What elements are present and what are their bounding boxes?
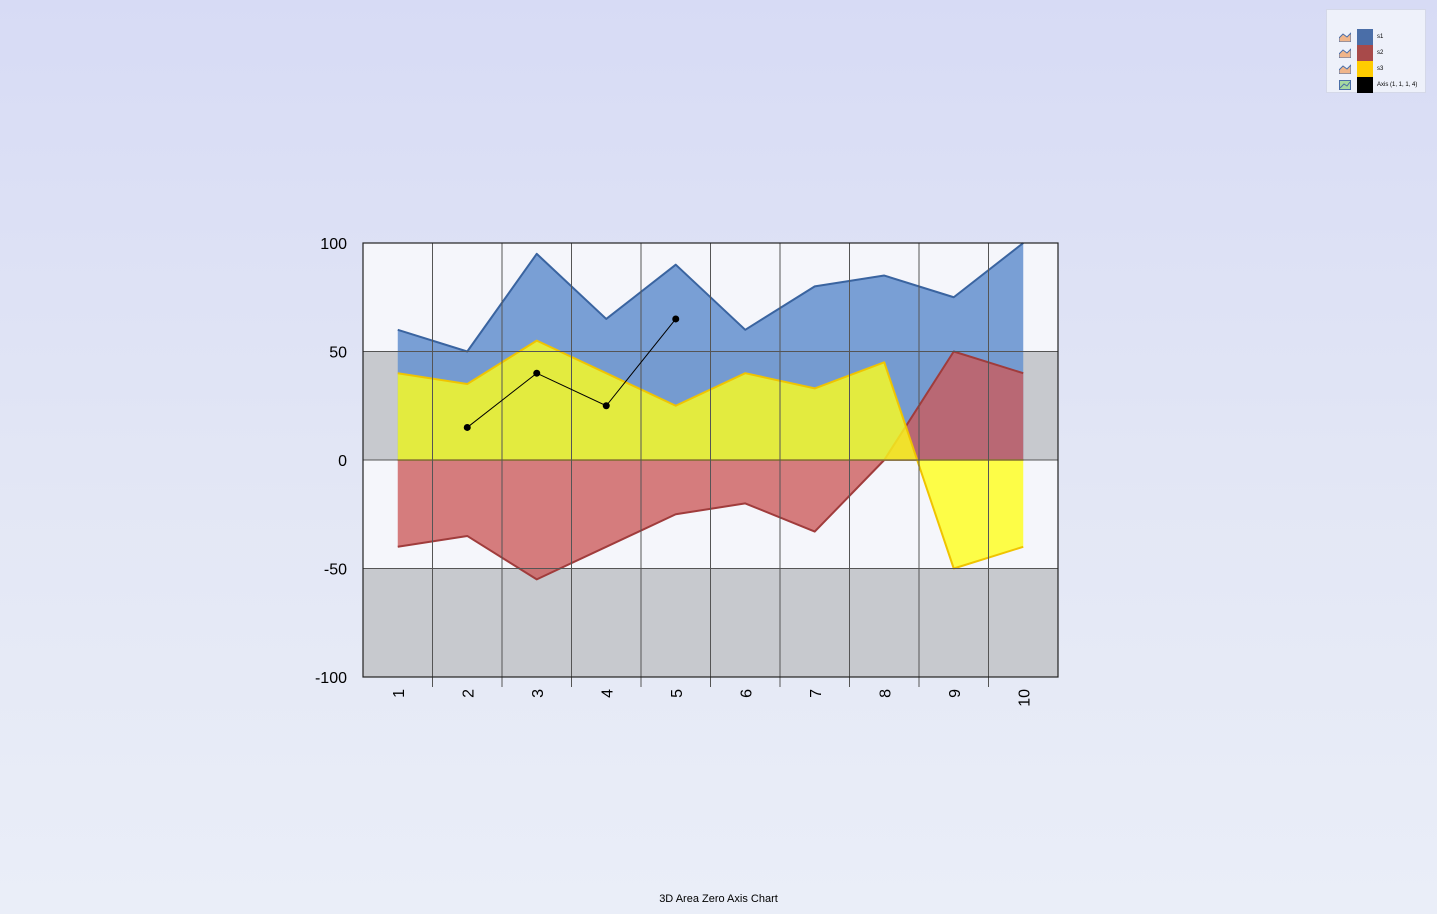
line-chart-icon [1339,80,1351,90]
line-series[interactable] [466,318,677,428]
legend-label: s2 [1377,50,1384,56]
y-tick-label: 0 [338,453,347,470]
x-tick-label: 2 [460,689,477,698]
legend-swatch-axis [1357,77,1373,93]
legend-label: s3 [1377,66,1384,72]
x-tick-label: 10 [1016,689,1033,707]
legend-item-axis[interactable]: Axis (1, 1, 1, 4) [1339,77,1417,93]
legend-swatch-s2 [1357,45,1373,61]
x-tick-label: 8 [877,689,894,698]
x-tick-label: 9 [947,689,964,698]
legend-item-s1[interactable]: s1 [1339,29,1383,45]
x-tick-label: 5 [669,689,686,698]
legend-swatch-s3 [1357,61,1373,77]
area-chart-icon [1339,48,1351,58]
y-tick-label: -50 [324,562,347,579]
y-tick-label: 50 [329,345,347,362]
legend-item-s3[interactable]: s3 [1339,61,1383,77]
legend-label: Axis (1, 1, 1, 4) [1377,82,1418,88]
line-point[interactable] [533,369,541,377]
legend-label: s1 [1377,34,1384,40]
legend-item-s2[interactable]: s2 [1339,45,1383,61]
line-point[interactable] [602,402,610,410]
chart-footer-title: 3D Area Zero Axis Chart [659,893,778,905]
x-tick-label: 3 [530,689,547,698]
y-tick-label: -100 [315,670,347,687]
area-chart-icon [1339,64,1351,74]
x-tick-label: 7 [808,689,825,698]
plot-border [362,242,1059,678]
x-tick-label: 4 [599,689,616,698]
line-point[interactable] [672,315,680,323]
x-tick-label: 1 [391,689,408,698]
line-point[interactable] [463,423,471,431]
legend-swatch-s1 [1357,29,1373,45]
y-tick-label: 100 [320,236,347,253]
x-tick-label: 6 [738,689,755,698]
legend: s1 s2 s3 Axis (1, 1, 1, 4) [1326,9,1426,93]
area-chart-icon [1339,32,1351,42]
